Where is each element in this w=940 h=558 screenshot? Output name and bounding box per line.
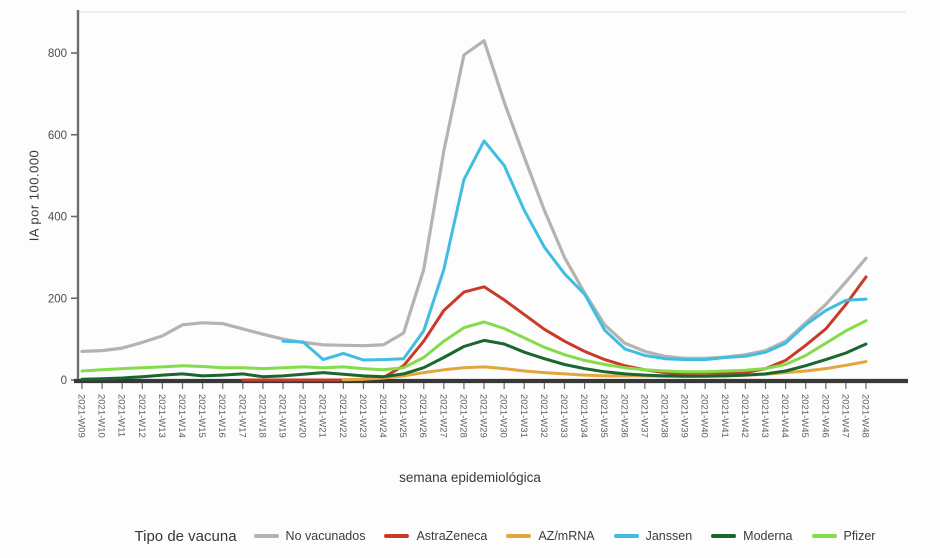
legend-key-line xyxy=(711,534,737,538)
legend-item-astrazeneca: AstraZeneca xyxy=(384,529,487,543)
x-tick-label: 2021-W42 xyxy=(739,394,750,438)
x-tick-label: 2021-W41 xyxy=(719,394,730,438)
legend-item-label: Pfizer xyxy=(843,529,876,543)
x-tick-label: 2021-W40 xyxy=(699,394,710,438)
legend-item-pfizer: Pfizer xyxy=(811,529,876,543)
x-tick-label: 2021-W30 xyxy=(498,394,509,438)
legend-key-line xyxy=(613,534,639,538)
legend: Tipo de vacuna No vacunados AstraZeneca AZ… xyxy=(70,521,940,551)
y-tick-label: 600 xyxy=(48,130,67,142)
legend-key-line xyxy=(253,534,279,538)
x-tick-label: 2021-W17 xyxy=(236,394,247,438)
legend-items: No vacunados AstraZeneca AZ/mRNA Janssen Mod… xyxy=(253,529,876,543)
legend-item-janssen: Janssen xyxy=(613,529,693,543)
x-tick-label: 2021-W23 xyxy=(357,394,368,438)
legend-item-moderna: Moderna xyxy=(711,529,793,543)
x-tick-label: 2021-W47 xyxy=(839,394,850,438)
x-tick-label: 2021-W43 xyxy=(759,394,770,438)
legend-item-label: AstraZeneca xyxy=(416,529,488,543)
x-tick-label: 2021-W28 xyxy=(457,394,468,438)
series-line-pfizer xyxy=(80,319,868,374)
x-tick-label: 2021-W20 xyxy=(297,394,308,438)
x-tick-label: 2021-W21 xyxy=(317,394,328,438)
x-tick-label: 2021-W14 xyxy=(176,394,187,438)
x-tick-label: 2021-W15 xyxy=(196,394,207,438)
x-tick-label: 2021-W46 xyxy=(819,394,830,438)
x-tick-label: 2021-W27 xyxy=(437,394,448,438)
y-tick-label: 200 xyxy=(48,293,67,305)
x-tick-label: 2021-W24 xyxy=(377,394,388,438)
legend-item-label: Janssen xyxy=(645,529,693,543)
legend-item-no-vacunados: No vacunados xyxy=(253,529,366,543)
x-axis-title: semana epidemiológica xyxy=(399,470,541,485)
y-tick-label: 800 xyxy=(48,48,67,60)
x-tick-label: 2021-W36 xyxy=(618,394,629,438)
x-tick-label: 2021-W33 xyxy=(558,394,569,438)
x-tick-label: 2021-W22 xyxy=(337,394,348,438)
x-tick-label: 2021-W26 xyxy=(417,394,428,438)
x-tick-label: 2021-W32 xyxy=(538,394,549,438)
x-tick-label: 2021-W39 xyxy=(679,394,690,438)
y-tick-label: 0 xyxy=(61,375,67,387)
series-line-astrazeneca xyxy=(241,275,868,382)
y-tick-label: 400 xyxy=(48,212,67,224)
x-tick-label: 2021-W11 xyxy=(116,394,127,437)
x-tick-label: 2021-W12 xyxy=(136,394,147,438)
series-line-janssen xyxy=(281,139,868,362)
x-tick-label: 2021-W34 xyxy=(578,394,589,438)
legend-item-label: Moderna xyxy=(743,529,793,543)
x-tick-label: 2021-W09 xyxy=(76,394,87,438)
legend-key-line xyxy=(506,534,532,538)
x-tick-label: 2021-W25 xyxy=(397,394,408,438)
x-tick-label: 2021-W48 xyxy=(860,394,871,438)
x-tick-label: 2021-W35 xyxy=(598,394,609,438)
x-tick-label: 2021-W37 xyxy=(638,394,649,438)
series-line-no-vacunados xyxy=(80,39,868,360)
x-tick-label: 2021-W13 xyxy=(156,394,167,438)
legend-title: Tipo de vacuna xyxy=(134,527,237,545)
series-line-moderna xyxy=(80,338,868,381)
legend-item-label: AZ/mRNA xyxy=(538,529,595,543)
x-tick-label: 2021-W16 xyxy=(216,394,227,438)
x-tick-label: 2021-W38 xyxy=(658,394,669,438)
legend-key-line xyxy=(384,534,410,538)
x-tick-label: 2021-W31 xyxy=(518,394,529,438)
x-tick-label: 2021-W29 xyxy=(478,394,489,438)
x-tick-label: 2021-W19 xyxy=(277,394,288,438)
line-chart-plot: 0 200 400 600 800 2021-W09 2021-W10 2021-W11 202… xyxy=(48,10,908,438)
x-tick-label: 2021-W18 xyxy=(256,394,267,438)
legend-item-az-mrna: AZ/mRNA xyxy=(506,529,595,543)
x-tick-label: 2021-W10 xyxy=(96,394,107,438)
legend-key-line xyxy=(811,534,837,538)
y-axis-title: IA por 100.000 xyxy=(26,149,42,242)
legend-item-label: No vacunados xyxy=(285,529,366,543)
x-tick-label: 2021-W44 xyxy=(779,394,790,438)
x-tick-label: 2021-W45 xyxy=(799,394,810,438)
